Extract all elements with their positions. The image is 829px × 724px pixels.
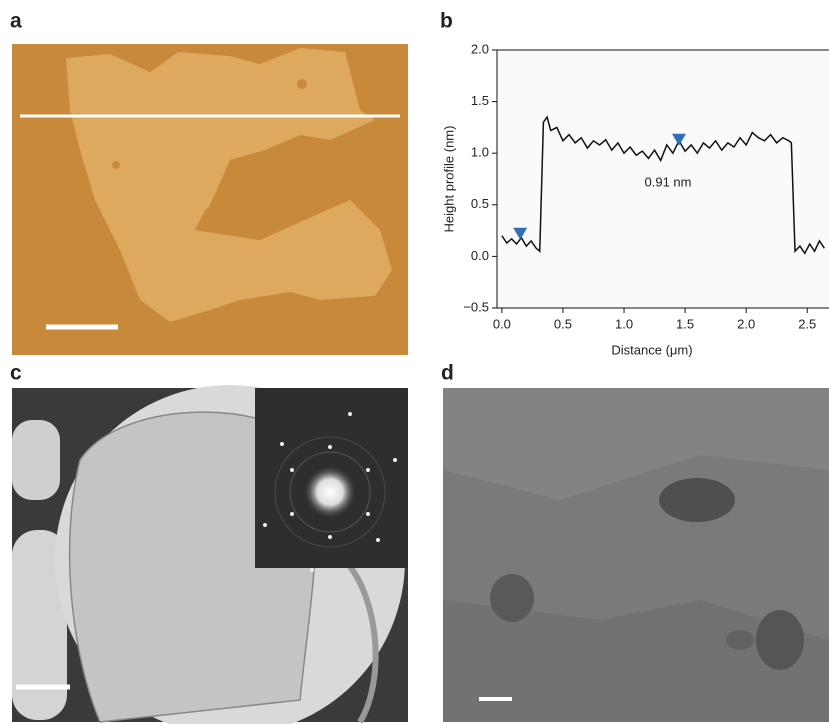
x-tick-label: 0.5 — [554, 316, 572, 331]
y-tick-label: 0.5 — [471, 196, 489, 211]
y-tick-label: −0.5 — [463, 299, 489, 314]
panel-label: d — [441, 362, 454, 385]
tem-image — [12, 385, 408, 724]
afm-image — [12, 44, 408, 355]
figure: a b c d — [0, 0, 829, 724]
y-tick-label: 1.5 — [471, 93, 489, 108]
y-tick-label: 0.0 — [471, 248, 489, 263]
y-tick-label: 2.0 — [471, 41, 489, 56]
x-tick-label: 0.0 — [493, 316, 511, 331]
y-axis-label: Height profile (nm) — [441, 126, 456, 233]
x-tick-label: 1.5 — [676, 316, 694, 331]
panel-label: c — [10, 362, 22, 385]
y-tick-label: 1.0 — [471, 145, 489, 160]
x-axis-label: Distance (μm) — [611, 342, 692, 357]
panel-label: a — [10, 10, 22, 33]
x-tick-label: 1.0 — [615, 316, 633, 331]
height-profile-chart: Distance (μm) Height profile (nm) −0.5 0.… — [441, 41, 829, 357]
annotation: 0.91 nm — [645, 174, 692, 189]
x-tick-label: 2.0 — [737, 316, 755, 331]
x-tick-label: 2.5 — [798, 316, 816, 331]
panel-label: b — [440, 10, 453, 33]
sem-image — [443, 388, 829, 722]
